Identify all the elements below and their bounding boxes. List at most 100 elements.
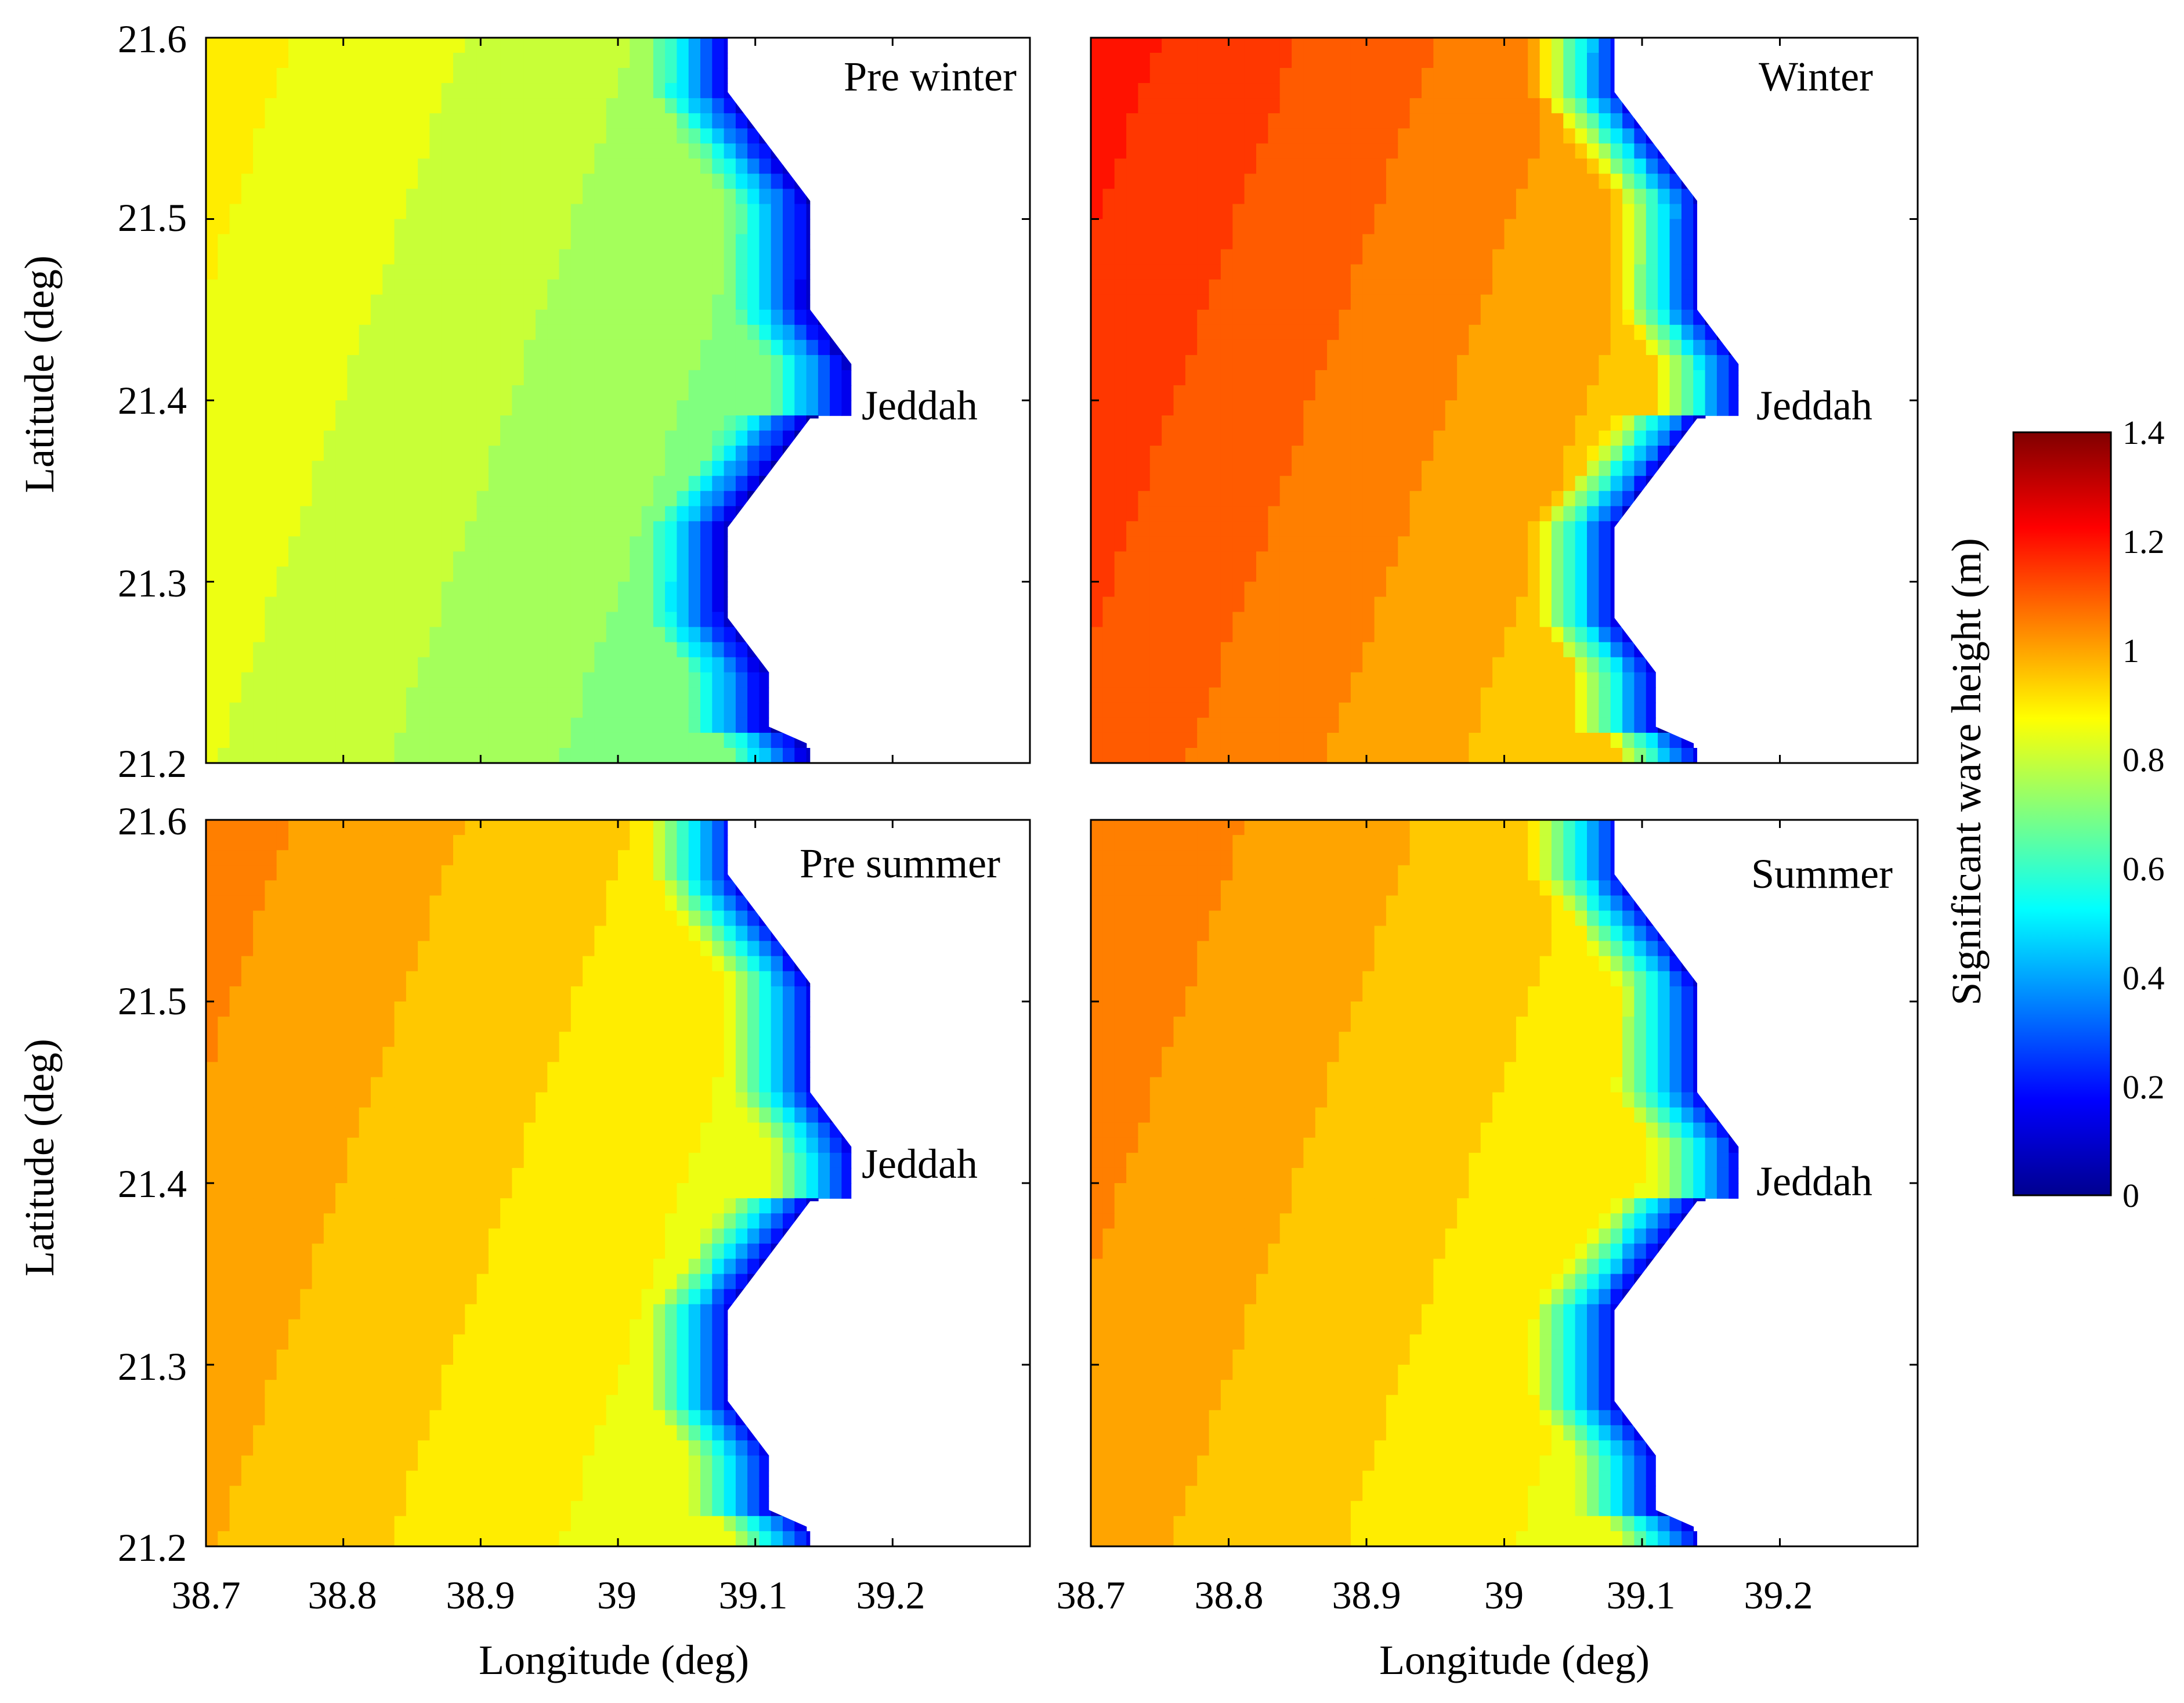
contour-cell xyxy=(1279,219,1292,235)
contour-cell xyxy=(1669,279,1682,295)
contour-cell xyxy=(488,189,501,205)
contour-cell xyxy=(570,446,583,461)
contour-cell xyxy=(406,53,418,68)
contour-cell xyxy=(1268,657,1281,673)
contour-cell xyxy=(512,264,525,280)
contour-cell xyxy=(335,461,348,476)
contour-cell xyxy=(359,279,371,295)
contour-cell xyxy=(1350,612,1364,628)
contour-cell xyxy=(1681,294,1694,310)
contour-cell xyxy=(1398,551,1411,567)
contour-cell xyxy=(359,264,371,280)
contour-cell xyxy=(418,461,431,476)
contour-cell xyxy=(653,98,666,114)
contour-cell xyxy=(583,566,595,583)
contour-cell xyxy=(523,702,536,718)
contour-cell xyxy=(371,370,384,386)
contour-cell xyxy=(1339,219,1351,235)
contour-cell xyxy=(1469,536,1481,552)
contour-cell xyxy=(712,717,725,733)
contour-cell xyxy=(1327,189,1340,205)
contour-cell xyxy=(312,53,324,68)
contour-cell xyxy=(1292,53,1304,68)
contour-cell xyxy=(712,83,725,99)
contour-cell xyxy=(1173,748,1186,763)
contour-cell xyxy=(712,415,725,431)
contour-cell xyxy=(618,264,631,280)
contour-cell xyxy=(300,551,313,567)
contour-cell xyxy=(606,219,619,235)
contour-cell xyxy=(1422,279,1434,295)
contour-cell xyxy=(1091,98,1104,114)
contour-cell xyxy=(1315,687,1328,703)
contour-cell xyxy=(1209,128,1221,144)
contour-cell xyxy=(1398,521,1411,537)
contour-cell xyxy=(1492,551,1505,567)
contour-cell xyxy=(618,566,631,583)
contour-cell xyxy=(1681,748,1694,763)
contour-cell xyxy=(429,189,442,205)
contour-cell xyxy=(1362,400,1375,416)
contour-cell xyxy=(335,506,348,522)
contour-cell xyxy=(1457,687,1470,703)
contour-cell xyxy=(1610,415,1623,431)
contour-cell xyxy=(335,400,348,416)
contour-cell xyxy=(688,732,701,749)
contour-cell xyxy=(488,566,501,583)
contour-cell xyxy=(394,400,407,416)
contour-cell xyxy=(677,521,689,537)
contour-cell xyxy=(583,446,595,461)
contour-cell xyxy=(1185,400,1198,416)
contour-cell xyxy=(1409,521,1422,537)
contour-cell xyxy=(1551,385,1564,401)
contour-cell xyxy=(300,491,313,507)
contour-cell xyxy=(1563,415,1576,431)
contour-cell xyxy=(583,143,595,160)
contour-cell xyxy=(1480,717,1493,733)
contour-cell xyxy=(1599,324,1611,341)
contour-cell xyxy=(1162,98,1174,114)
contour-cell xyxy=(1091,596,1104,613)
contour-cell xyxy=(1232,219,1245,235)
contour-cell xyxy=(276,264,289,280)
contour-cell xyxy=(1173,431,1186,446)
contour-cell xyxy=(1422,204,1434,220)
contour-cell xyxy=(1610,657,1623,673)
contour-cell xyxy=(253,687,266,703)
contour-cell xyxy=(606,687,619,703)
contour-cell xyxy=(559,476,572,491)
contour-cell xyxy=(559,339,572,356)
contour-cell xyxy=(570,339,583,356)
contour-cell xyxy=(218,415,230,431)
contour-cell xyxy=(1610,732,1623,749)
contour-cell xyxy=(583,309,595,326)
contour-cell xyxy=(512,461,525,476)
contour-cell xyxy=(712,53,725,68)
contour-cell xyxy=(1185,506,1198,522)
contour-cell xyxy=(1350,128,1364,144)
contour-cell xyxy=(476,732,489,749)
contour-cell xyxy=(1610,612,1623,628)
contour-cell xyxy=(1162,128,1174,144)
contour-cell xyxy=(1469,657,1481,673)
contour-cell xyxy=(1563,581,1576,598)
contour-cell xyxy=(1599,687,1611,703)
contour-cell xyxy=(1339,732,1351,749)
contour-cell xyxy=(1279,687,1292,703)
contour-cell xyxy=(523,551,536,567)
contour-cell xyxy=(1587,536,1600,552)
contour-cell xyxy=(618,400,631,416)
contour-cell xyxy=(594,850,607,866)
contour-cell xyxy=(1610,324,1623,341)
contour-cell xyxy=(1327,415,1340,431)
contour-cell xyxy=(1362,38,1375,53)
contour-cell xyxy=(1339,566,1351,583)
contour-cell xyxy=(1539,461,1552,476)
contour-cell xyxy=(606,835,619,851)
contour-cell xyxy=(1185,158,1198,175)
contour-cell xyxy=(653,702,666,718)
contour-cell xyxy=(429,748,442,763)
contour-cell xyxy=(1422,83,1434,99)
contour-cell xyxy=(1339,687,1351,703)
contour-cell xyxy=(630,234,642,250)
